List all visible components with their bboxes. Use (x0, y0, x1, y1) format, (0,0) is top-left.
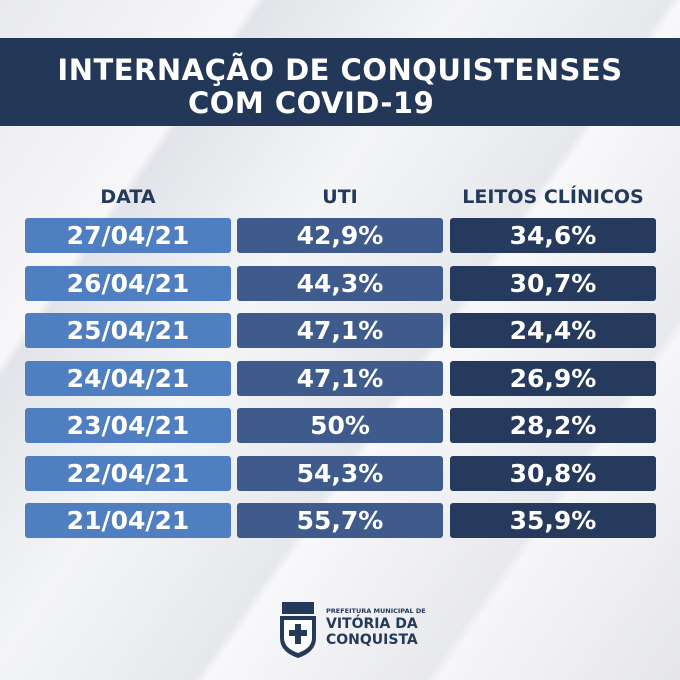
table-cell: 55,7% (237, 503, 443, 538)
table-cell: 25/04/21 (25, 313, 231, 348)
logo-text: PREFEITURA MUNICIPAL DE (326, 607, 426, 615)
table-cell: 47,1% (237, 360, 443, 396)
table-cell: 47,1% (237, 313, 443, 348)
column-header: UTI (322, 186, 358, 208)
logo-text: CONQUISTA (326, 632, 418, 648)
logo-text: VITÓRIA DA (326, 616, 418, 632)
table-cell: 54,3% (237, 455, 443, 491)
table-cell: 50% (237, 408, 443, 443)
title-line: INTERNAÇÃO DE CONQUISTENSES (57, 53, 623, 87)
table-cell: 21/04/21 (25, 503, 231, 538)
logo-emblem (280, 602, 316, 658)
table-cell: 26/04/21 (25, 265, 231, 301)
table-cell: 26,9% (450, 360, 656, 396)
table-cell: 27/04/21 (25, 218, 231, 253)
column-header: DATA (100, 186, 156, 208)
column-header: LEITOS CLÍNICOS (462, 186, 644, 208)
title-line: COM COVID-19 (188, 86, 435, 120)
table-cell: 30,8% (450, 455, 656, 491)
table-cell: 24,4% (450, 313, 656, 348)
table-cell: 34,6% (450, 218, 656, 253)
header-bar (0, 38, 680, 126)
table-cell: 42,9% (237, 218, 443, 253)
table-cell: 23/04/21 (25, 408, 231, 443)
table-cell: 24/04/21 (25, 360, 231, 396)
table-cell: 22/04/21 (25, 455, 231, 491)
table-cell: 44,3% (237, 265, 443, 301)
table-cell: 30,7% (450, 265, 656, 301)
table-cell: 35,9% (450, 503, 656, 538)
table-cell: 28,2% (450, 408, 656, 443)
